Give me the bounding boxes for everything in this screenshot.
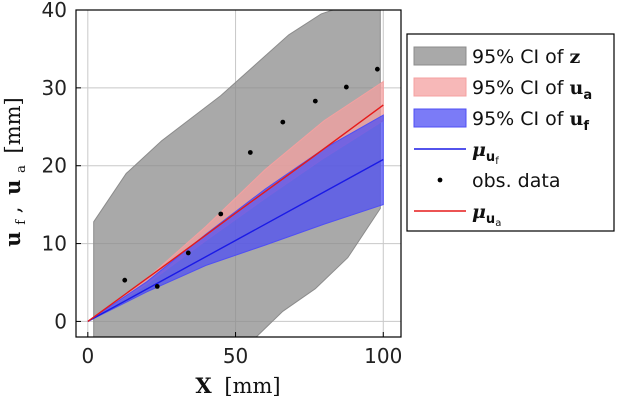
data-point (185, 250, 191, 256)
ticks: 0 50 100 0 10 20 30 40 (42, 0, 403, 368)
marks (87, 9, 384, 338)
x-tick-label: 50 (223, 344, 248, 368)
legend-frame (406, 33, 615, 232)
data-point (280, 119, 286, 125)
legend-swatch (413, 108, 467, 128)
plot-frame (75, 9, 402, 338)
x-tick-label: 0 (81, 344, 94, 368)
data-point (247, 150, 253, 155)
data-point (218, 211, 224, 217)
mean-line (87, 158, 384, 323)
mean-line (87, 104, 384, 322)
legend: 95% CI of z 95% CI of ua 95% CI of uf μuf ob… (406, 33, 615, 232)
legend-label: 95% CI of z (472, 46, 581, 68)
x-axis-label: X [mm] (195, 373, 280, 398)
y-tick-label: 20 (42, 154, 67, 178)
data-point (374, 66, 380, 72)
data-point (154, 283, 160, 289)
legend-label: obs. data (472, 170, 560, 192)
data-point (343, 84, 349, 90)
legend-label: 95% CI of uf (472, 108, 589, 134)
legend-swatch (413, 77, 467, 97)
y-tick-label: 10 (42, 232, 67, 256)
y-tick-label: 30 (42, 76, 67, 100)
x-tick-label: 100 (364, 344, 402, 368)
legend-label: μuf (472, 139, 499, 167)
y-tick-label: 0 (54, 309, 67, 333)
data-point (312, 98, 318, 104)
y-tick-label: 40 (42, 0, 67, 22)
legend-label: μua (472, 201, 501, 229)
legend-label: 95% CI of ua (472, 77, 592, 103)
data-point (122, 277, 128, 283)
legend-dot (437, 177, 443, 183)
legend-swatch (413, 46, 467, 66)
y-axis-label: u f , u a [mm] (0, 97, 30, 246)
